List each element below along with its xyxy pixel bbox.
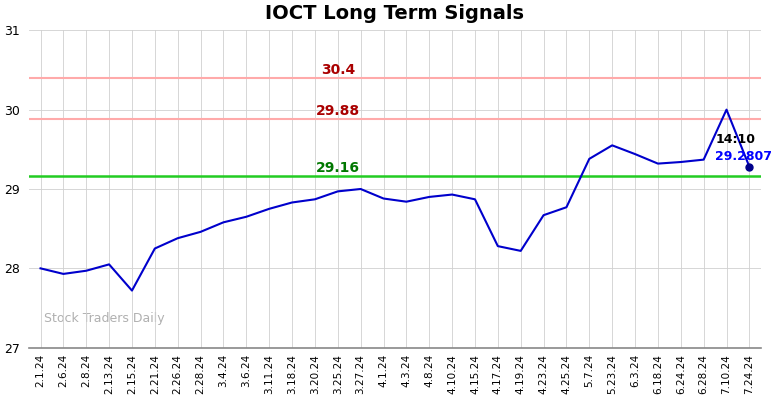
Text: 29.2807: 29.2807 (715, 150, 772, 163)
Text: 30.4: 30.4 (321, 63, 355, 77)
Text: 29.88: 29.88 (316, 104, 360, 118)
Title: IOCT Long Term Signals: IOCT Long Term Signals (266, 4, 524, 23)
Text: Stock Traders Daily: Stock Traders Daily (44, 312, 165, 325)
Text: 29.16: 29.16 (316, 161, 360, 176)
Text: 14:10: 14:10 (715, 133, 755, 146)
